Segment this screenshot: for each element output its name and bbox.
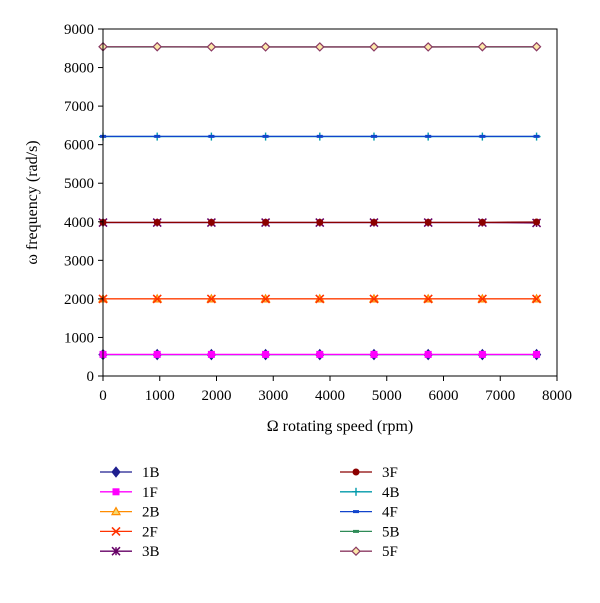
x-tick-label: 4000 [315,388,345,404]
data-point-5F [153,43,161,51]
data-point-4F [154,135,160,138]
series-5F [99,43,541,51]
y-tick-label: 3000 [64,253,94,269]
x-tick-label: 3000 [258,388,288,404]
x-tick-label: 2000 [202,388,232,404]
data-point-1F [154,351,161,358]
data-point-5F [207,43,215,51]
y-tick-label: 0 [87,369,95,385]
legend-item-1B: 1B [100,465,160,481]
data-point-5F [262,43,270,51]
y-tick-label: 7000 [64,99,94,115]
data-point-3F [479,219,486,226]
data-point-1F [316,351,323,358]
axes: 0 1000 2000 3000 4000 5000 6000 7000 8000 0 1000 20… [64,22,572,404]
data-point-4F [263,135,269,138]
legend-marker [353,469,360,476]
legend-label: 3F [382,465,398,481]
data-point-4F [534,135,540,138]
legend-item-3F: 3F [340,465,398,481]
legend-item-2B: 2B [100,505,160,521]
legend-label: 1B [142,465,160,481]
data-point-1F [425,351,432,358]
legend-label: 1F [142,485,158,501]
y-tick-label: 1000 [64,330,94,346]
legend-marker [112,467,120,477]
data-point-1F [479,351,486,358]
data-point-4F [371,135,377,138]
data-point-5F [533,43,541,51]
data-point-3F [533,218,540,225]
data-point-5F [424,43,432,51]
legend-marker [353,510,359,513]
data-point-3F [425,219,432,226]
legend-label: 5F [382,544,398,560]
y-tick-label: 9000 [64,22,94,38]
legend-label: 2F [142,524,158,540]
data-point-1F [370,351,377,358]
plot-frame [103,29,557,376]
legend-item-3B: 3B [100,544,160,560]
data-point-4F [208,135,214,138]
data-point-1F [533,351,540,358]
data-point-5F [478,43,486,51]
x-axis-title: Ω rotating speed (rpm) [267,418,414,435]
x-tick-label: 8000 [542,388,572,404]
y-tick-label: 5000 [64,176,94,192]
legend-marker [113,488,120,495]
legend-label: 4B [382,485,400,501]
x-tick-label: 0 [99,388,107,404]
x-tick-label: 5000 [372,388,402,404]
legend-label: 3B [142,544,160,560]
data-point-4F [479,135,485,138]
legend-item-5F: 5F [340,544,398,560]
legend-item-4F: 4F [340,505,398,521]
data-point-1F [208,351,215,358]
legend-label: 5B [382,524,400,540]
x-tick-label: 7000 [485,388,515,404]
data-point-3F [316,219,323,226]
data-point-4F [317,135,323,138]
legend-marker [352,488,360,496]
data-point-5F [316,43,324,51]
legend-label: 4F [382,505,398,521]
y-axis-title: ω frequency (rad/s) [24,140,41,264]
series-3F [100,218,541,225]
y-tick-label: 6000 [64,138,94,154]
legend-item-2F: 2F [100,524,158,540]
data-point-3F [208,219,215,226]
legend-item-1F: 1F [100,485,158,501]
legend-item-5B: 5B [340,524,400,540]
y-tick-label: 8000 [64,61,94,77]
x-tick-label: 1000 [145,388,175,404]
legend-marker [352,547,360,555]
series-4F [100,135,540,138]
data-point-5F [370,43,378,51]
data-point-3F [370,219,377,226]
legend-label: 2B [142,505,160,521]
plot-area [99,43,541,360]
series-1F [100,351,541,358]
legend-item-4B: 4B [340,485,400,501]
legend: 1B 1F 2B 2F 3B 3F 4B 4F 5B 5F [100,465,400,560]
y-tick-label: 4000 [64,215,94,231]
data-point-1F [262,351,269,358]
legend-marker [353,530,359,533]
x-tick-label: 6000 [429,388,459,404]
data-point-4F [425,135,431,138]
data-point-3F [262,219,269,226]
y-tick-label: 2000 [64,292,94,308]
data-point-3F [154,219,161,226]
